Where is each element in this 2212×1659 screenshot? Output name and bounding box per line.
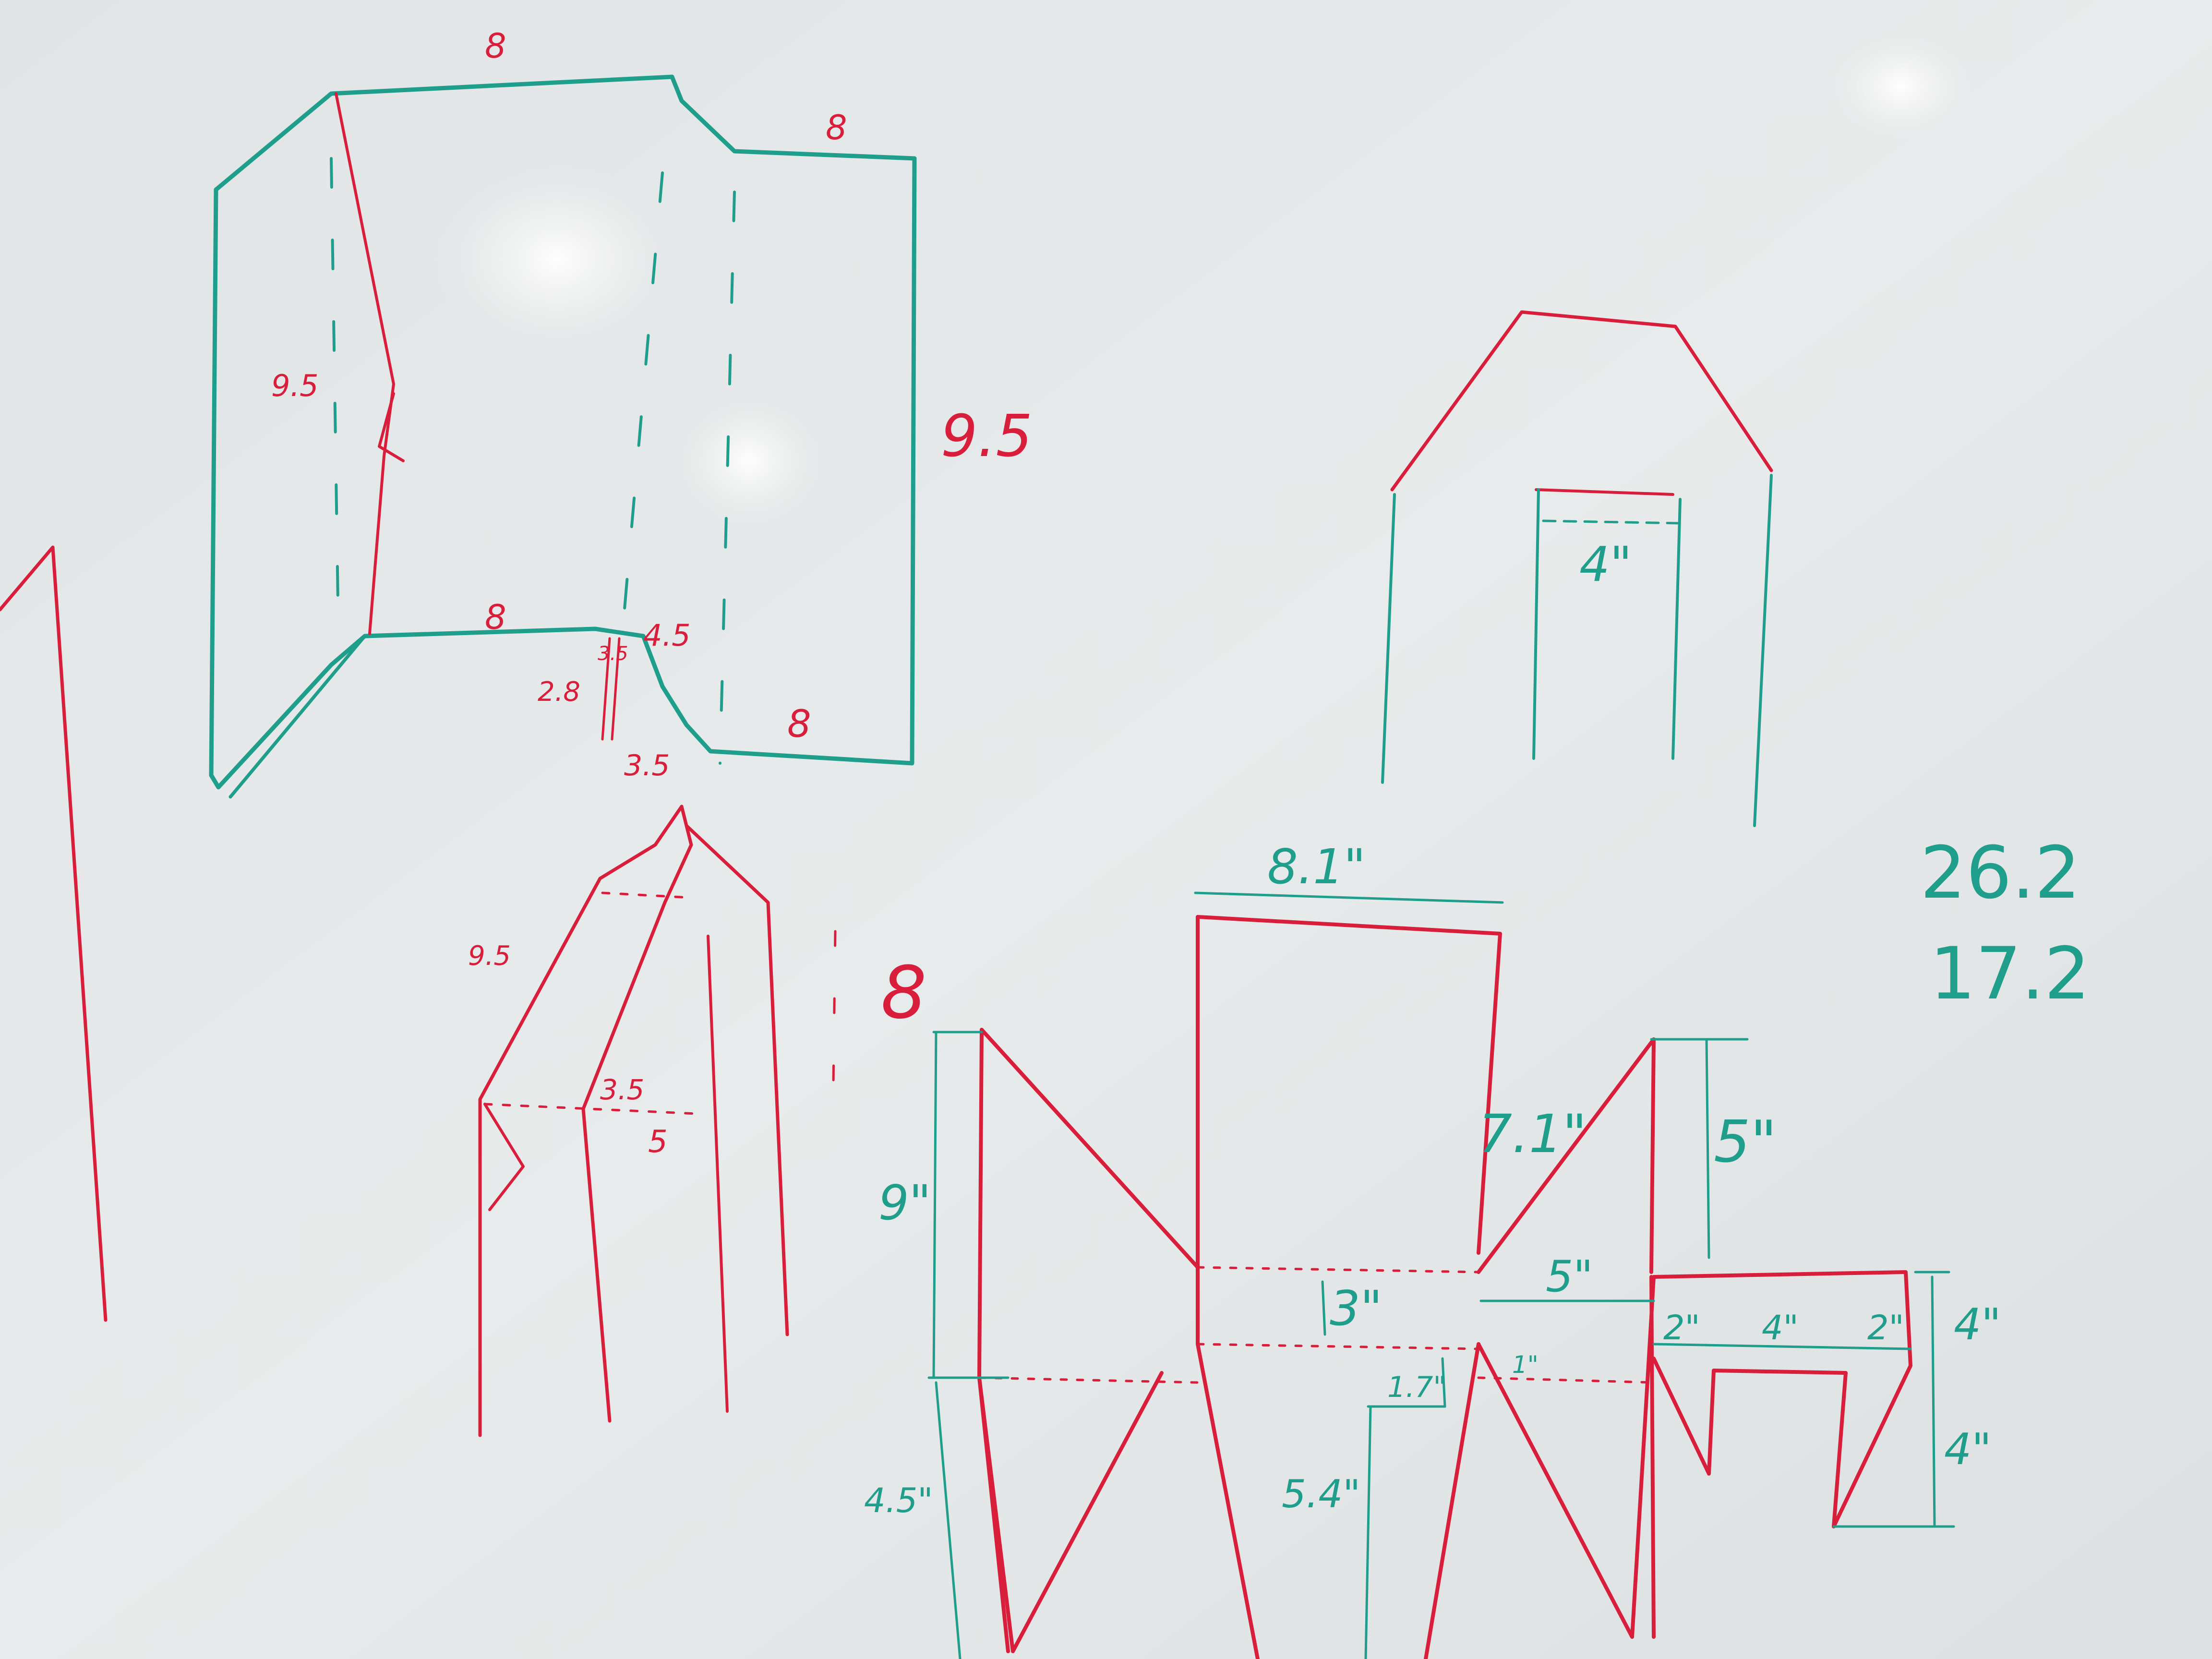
glare-spot-1 (432, 163, 682, 355)
labels-net: 8.1" 9" 4.5" 7.1" 5" 3" 5" 1.7" 1" 5.4" … (864, 839, 2001, 1520)
labels-middle: 9.5 3.5 5 8 (468, 940, 926, 1160)
top-left-sketch (209, 74, 917, 799)
label-small-b: 1" (1512, 1351, 1539, 1379)
glare-spot-2 (672, 394, 826, 528)
label-side-b: 4" (1944, 1424, 1992, 1475)
total-second: 17.2 (1930, 932, 2090, 1016)
label-bottom-left-edge: 8 (485, 598, 506, 637)
net-drawing (927, 891, 1955, 1659)
label-inner: 3.5 (600, 1073, 644, 1106)
left-edge-sketch (0, 545, 108, 1322)
label-bottom-right-edge: 8 (787, 703, 811, 746)
label-span: 5" (1546, 1251, 1593, 1302)
label-right-height: 9.5 (941, 403, 1033, 470)
label-diag: 7.1" (1479, 1103, 1587, 1165)
label-base: 5 (648, 1124, 668, 1160)
label-top-edge: 8 (485, 26, 506, 66)
totals: 26.2 17.2 (1920, 831, 2090, 1016)
label-door-width: 4" (1579, 536, 1632, 592)
label-right-top-edge: 8 (826, 108, 847, 147)
label-top-width: 8.1" (1267, 839, 1366, 895)
label-tab-c: 2" (1867, 1308, 1904, 1347)
label-side: 8 (881, 951, 926, 1035)
total-first: 26.2 (1920, 831, 2080, 915)
label-center-band: 3" (1330, 1280, 1382, 1336)
label-center-lower: 5.4" (1282, 1472, 1360, 1516)
label-left-height-net: 9" (878, 1175, 931, 1231)
labels-top-left: 8 8 9.5 9.5 8 4.5 3.5 2.8 3.5 8 (271, 26, 1033, 782)
label-tab-b: 4" (1762, 1308, 1799, 1347)
top-right-sketch (1381, 310, 1773, 827)
label-left-height: 9.5 (271, 368, 319, 403)
label-notch-small: 3.5 (598, 643, 628, 665)
label-small-a: 1.7" (1387, 1370, 1446, 1404)
glare-spot-3 (1824, 29, 1978, 144)
label-slant: 9.5 (468, 940, 511, 972)
label-right-height-net: 5" (1714, 1109, 1777, 1176)
label-tab-a: 2" (1663, 1308, 1700, 1347)
label-notch-bottom: 3.5 (624, 749, 670, 782)
labels-top-right: 4" (1579, 536, 1632, 592)
label-notch-depth: 4.5 (643, 618, 691, 653)
label-notch-left: 2.8 (538, 676, 580, 708)
label-side-a: 4" (1954, 1299, 2001, 1350)
label-left-lower: 4.5" (864, 1481, 933, 1520)
middle-sketch (478, 805, 837, 1437)
